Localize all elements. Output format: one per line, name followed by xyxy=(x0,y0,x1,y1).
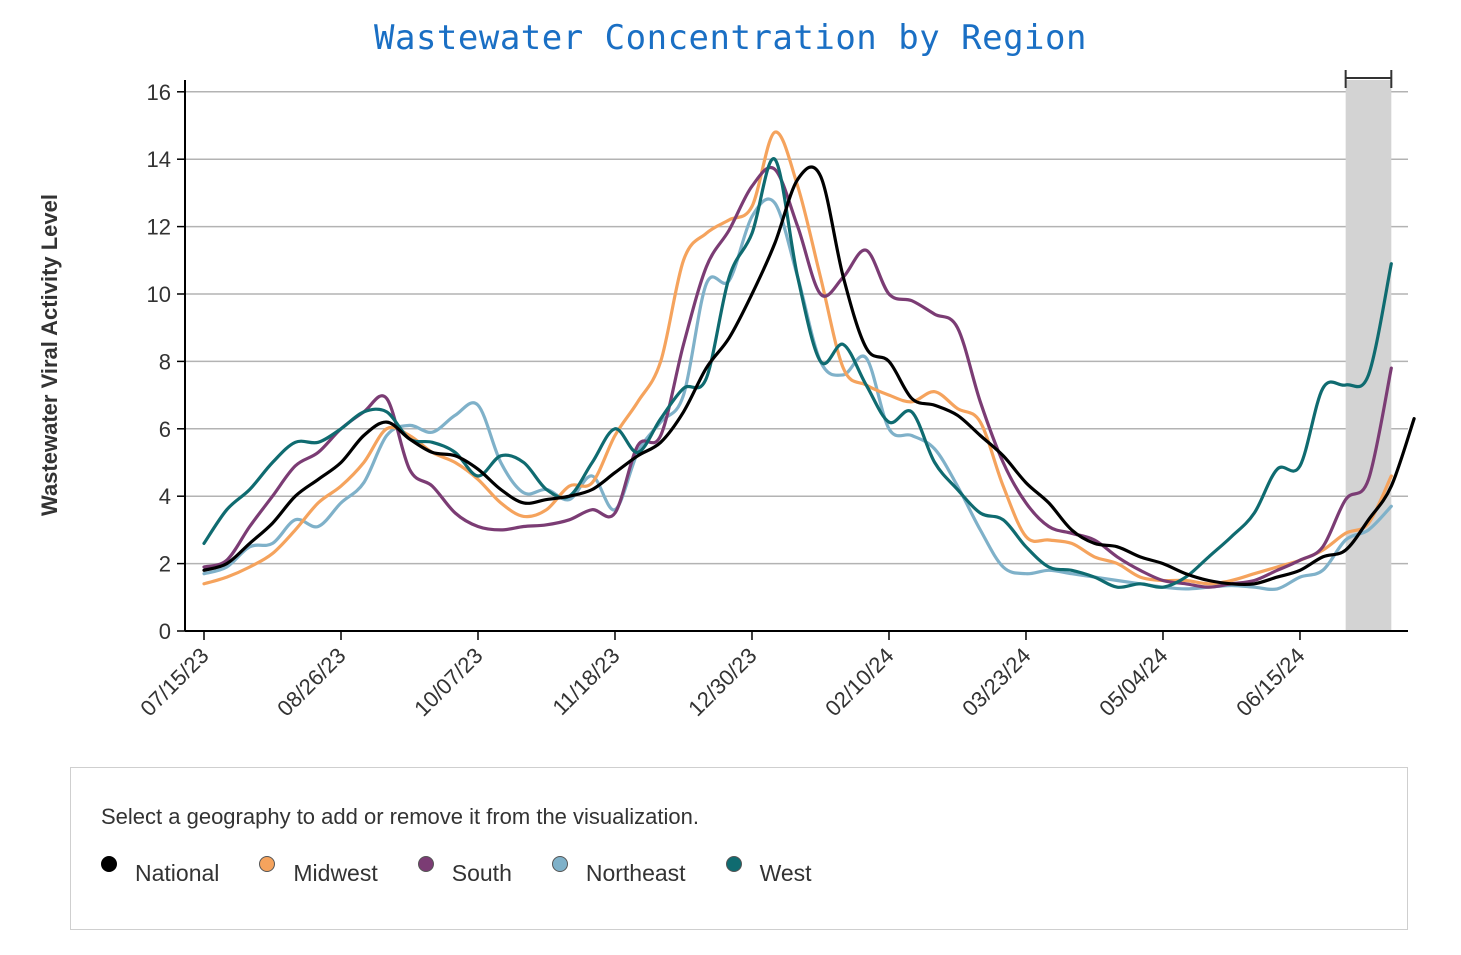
y-tick-label: 4 xyxy=(159,484,171,509)
legend-panel: Select a geography to add or remove it f… xyxy=(70,767,1408,930)
legend-label: Midwest xyxy=(293,860,378,886)
y-tick-label: 16 xyxy=(147,80,171,105)
x-tick-label: 08/26/23 xyxy=(272,643,350,721)
chart-title: Wastewater Concentration by Region xyxy=(374,18,1087,58)
line-chart: 0 2 4 6 8 10 12 14 16 07/15/23 08/26/23 10/07/23 11/… xyxy=(37,70,1416,721)
legend-label: National xyxy=(135,860,220,886)
legend-item-south[interactable]: South xyxy=(417,852,512,887)
grid-lines xyxy=(185,91,1408,565)
y-axis-label: Wastewater Viral Activity Level xyxy=(37,194,62,516)
legend-dot-icon xyxy=(725,856,742,872)
x-tick-label: 10/07/23 xyxy=(409,643,487,721)
y-tick-label: 14 xyxy=(147,147,171,172)
series-line-national xyxy=(202,165,1416,587)
legend-item-west[interactable]: West xyxy=(725,852,812,887)
x-tick-label: 02/10/24 xyxy=(820,643,898,721)
legend-label: South xyxy=(451,860,512,886)
legend-item-northeast[interactable]: Northeast xyxy=(551,852,686,887)
legend-dot-icon xyxy=(259,856,276,872)
y-tick-label: 8 xyxy=(159,349,171,374)
legend-dot-icon xyxy=(417,856,434,872)
legend-dot-icon xyxy=(101,856,117,872)
y-tick-label: 10 xyxy=(147,282,171,307)
y-tick-label: 2 xyxy=(159,552,171,577)
x-tick-label: 03/23/24 xyxy=(957,643,1035,721)
legend-dot-icon xyxy=(551,856,568,872)
y-tick-label: 6 xyxy=(159,417,171,442)
legend-item-national[interactable]: National xyxy=(101,852,219,887)
series-line-midwest xyxy=(202,130,1393,586)
x-tick-label: 12/30/23 xyxy=(683,643,761,721)
legend-item-midwest[interactable]: Midwest xyxy=(259,852,378,887)
series-line-south xyxy=(202,166,1393,589)
axes: 0 2 4 6 8 10 12 14 16 07/15/23 08/26/23 10/07/23 11/… xyxy=(135,80,1408,721)
legend-label: West xyxy=(759,860,812,886)
y-tick-label: 0 xyxy=(159,619,171,644)
legend-instruction: Select a geography to add or remove it f… xyxy=(101,804,699,829)
x-tick-label: 06/15/24 xyxy=(1231,643,1309,721)
shaded-region-bracket[interactable] xyxy=(1344,70,1393,88)
series-lines xyxy=(202,130,1416,592)
y-tick-label: 12 xyxy=(147,215,171,240)
x-tick-label: 05/04/24 xyxy=(1094,643,1172,721)
x-tick-label: 11/18/23 xyxy=(547,643,624,720)
legend-items: National Midwest South Northeast West xyxy=(101,852,852,887)
x-tick-label: 07/15/23 xyxy=(135,643,213,721)
shaded-region xyxy=(1345,80,1392,631)
legend-label: Northeast xyxy=(585,860,686,886)
